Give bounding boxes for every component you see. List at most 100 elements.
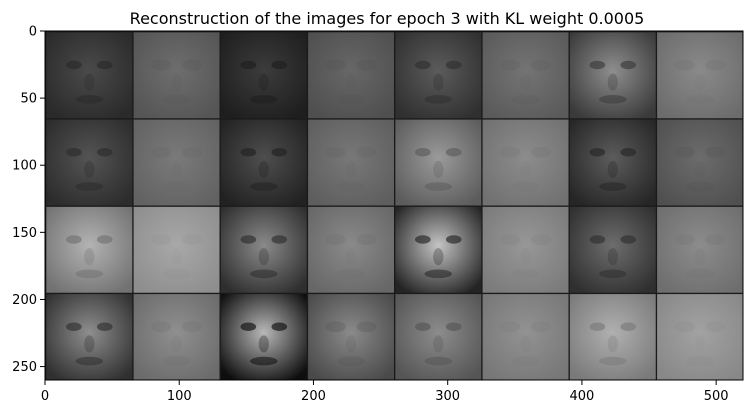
axes-frame	[44, 30, 744, 381]
left-eye-feature	[66, 60, 82, 70]
nose-feature	[607, 160, 618, 179]
nose-feature	[84, 335, 95, 353]
chart-title: Reconstruction of the images for epoch 3…	[130, 9, 645, 28]
mouth-feature	[686, 268, 714, 280]
mouth-feature	[424, 269, 453, 279]
mouth-feature	[511, 181, 540, 192]
right-eye-feature	[271, 235, 288, 244]
left-eye-feature	[325, 59, 346, 71]
x-tick-label: 500	[704, 389, 729, 404]
original-face-tile	[46, 32, 133, 119]
left-eye-feature	[66, 148, 82, 157]
original-face-tile	[395, 206, 482, 293]
right-eye-feature	[445, 322, 462, 331]
left-eye-feature	[325, 321, 346, 333]
tile-image	[657, 294, 743, 380]
mouth-feature	[75, 95, 104, 104]
original-face-tile	[220, 206, 307, 293]
right-eye-feature	[271, 322, 288, 331]
right-eye-feature	[356, 146, 377, 158]
tile-image	[133, 294, 220, 380]
left-eye-feature	[415, 60, 431, 70]
mouth-feature	[75, 182, 104, 191]
nose-feature	[84, 248, 95, 266]
left-eye-feature	[674, 146, 695, 158]
tile-image	[569, 32, 656, 119]
left-eye-feature	[240, 148, 257, 157]
reconstructed-face-tile	[482, 206, 569, 293]
right-eye-feature	[271, 60, 288, 70]
mouth-feature	[162, 268, 191, 280]
left-eye-feature	[500, 321, 521, 333]
mouth-feature	[686, 355, 714, 367]
tile-image	[482, 119, 569, 206]
original-face-tile	[395, 32, 482, 119]
original-face-tile	[46, 119, 133, 206]
reconstructed-face-tile	[657, 119, 743, 206]
right-eye-feature	[445, 60, 462, 70]
right-eye-feature	[271, 148, 288, 157]
nose-feature	[520, 248, 531, 266]
x-tick-label: 200	[301, 389, 326, 404]
y-tick-label: 150	[12, 226, 37, 241]
reconstructed-face-tile	[308, 294, 394, 380]
left-eye-feature	[66, 235, 82, 244]
tile-image	[220, 294, 307, 380]
y-tick-label: 250	[12, 360, 37, 375]
tile-image	[482, 32, 569, 119]
nose-feature	[607, 248, 618, 266]
mouth-feature	[511, 268, 540, 280]
mouth-feature	[599, 182, 627, 191]
x-axis: 0 100 200 300 400 500	[41, 380, 729, 404]
nose-feature	[433, 335, 444, 353]
mouth-feature	[337, 181, 365, 192]
tile-image	[133, 206, 220, 293]
reconstructed-face-tile	[133, 294, 220, 380]
y-tick-label: 100	[12, 159, 37, 174]
right-eye-feature	[96, 235, 113, 244]
reconstructed-face-tile	[133, 119, 220, 206]
left-eye-feature	[500, 146, 521, 158]
nose-feature	[258, 73, 269, 91]
mouth-feature	[424, 95, 453, 104]
nose-feature	[433, 73, 444, 91]
tile-image	[569, 294, 656, 380]
right-eye-feature	[530, 234, 552, 245]
reconstructed-face-tile	[308, 206, 394, 293]
right-eye-feature	[445, 148, 462, 157]
tile-image	[308, 119, 394, 206]
reconstructed-face-tile	[657, 32, 743, 119]
left-eye-feature	[674, 59, 695, 71]
reconstructed-face-tile	[308, 119, 394, 206]
left-eye-feature	[151, 59, 172, 71]
tile-image	[308, 206, 394, 293]
nose-feature	[345, 73, 357, 91]
mouth-feature	[424, 182, 453, 191]
left-eye-feature	[240, 60, 257, 70]
left-eye-feature	[151, 234, 172, 245]
right-eye-feature	[181, 234, 203, 245]
right-eye-feature	[705, 321, 726, 333]
x-tick-label: 100	[167, 389, 192, 404]
tile-image	[308, 32, 394, 119]
right-eye-feature	[705, 59, 726, 71]
nose-feature	[258, 160, 269, 179]
right-eye-feature	[96, 322, 113, 331]
reconstructed-face-tile	[482, 294, 569, 380]
tile-image	[46, 119, 133, 206]
mouth-feature	[250, 269, 278, 279]
tile-image	[395, 294, 482, 380]
left-eye-feature	[589, 235, 606, 244]
right-eye-feature	[356, 321, 377, 333]
nose-feature	[694, 248, 706, 266]
nose-feature	[607, 335, 618, 353]
right-eye-feature	[620, 60, 637, 70]
mouth-feature	[686, 94, 714, 105]
x-tick-label: 0	[41, 389, 49, 404]
reconstructed-face-tile	[133, 206, 220, 293]
mouth-feature	[511, 94, 540, 105]
left-eye-feature	[415, 148, 431, 157]
tile-image	[657, 206, 743, 293]
mouth-feature	[599, 95, 627, 104]
original-face-tile	[46, 206, 133, 293]
